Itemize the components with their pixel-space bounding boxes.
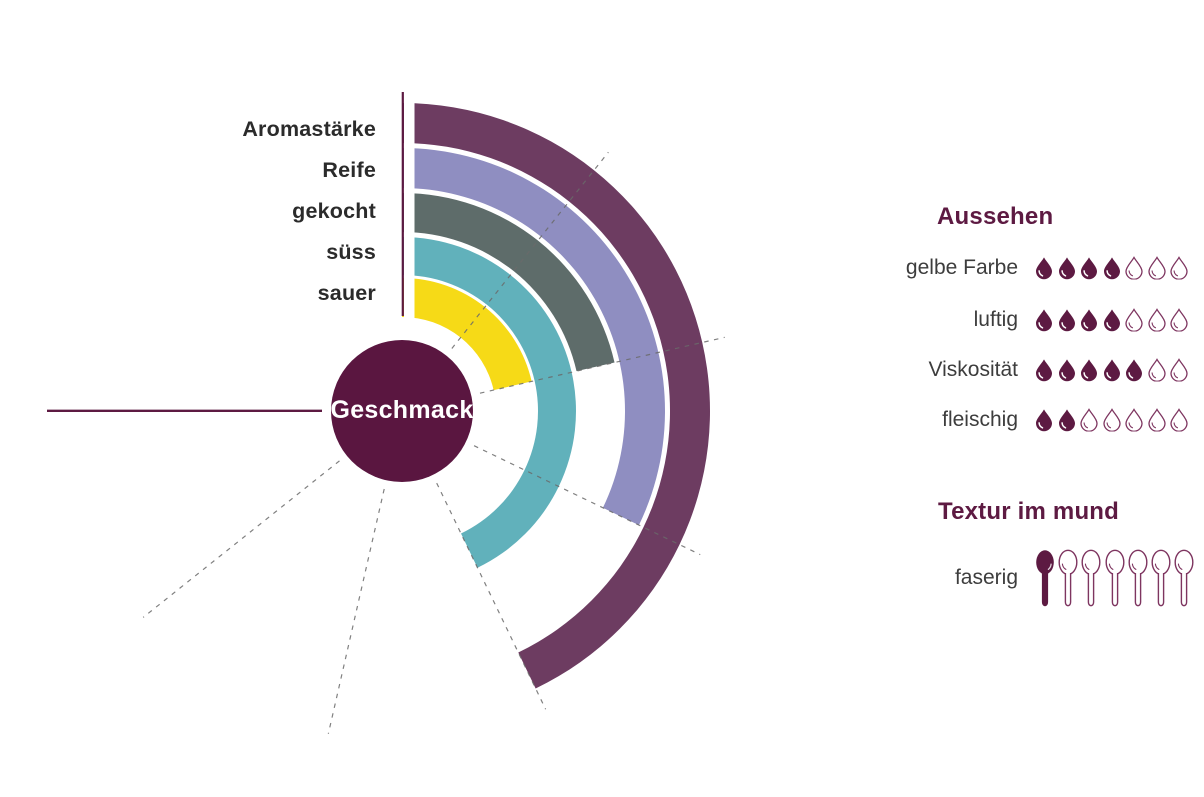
drop-icon-filled <box>1081 309 1097 332</box>
drop-icon-filled <box>1103 309 1120 332</box>
rating-label-faserig: faserig <box>954 566 1018 589</box>
drop-icon-filled <box>1058 257 1075 280</box>
drop-icon-filled <box>1058 409 1075 432</box>
drop-icon-empty <box>1125 308 1143 332</box>
rating-row-viskositat: Viskosität <box>0 355 1204 385</box>
drop-icon-empty <box>1170 408 1188 432</box>
spoon-icon-empty <box>1105 549 1125 607</box>
ring-label-suss: süss <box>326 240 376 264</box>
ring-label-aromastarke: Aromastärke <box>242 117 376 141</box>
drop-icon-empty <box>1080 408 1098 432</box>
rating-label-luftig: luftig <box>973 308 1018 331</box>
ring-label-sauer: sauer <box>317 281 376 305</box>
rating-row-luftig: luftig <box>0 305 1204 335</box>
gridline-unit-2 <box>479 336 725 394</box>
aussehen-heading: Aussehen <box>937 203 1054 230</box>
rating-icons-luftig <box>1035 308 1188 332</box>
ring-arc-suss <box>402 237 576 568</box>
spoon-icon-empty <box>1058 549 1078 607</box>
rating-icons-fleischig <box>1035 408 1188 432</box>
rating-label-fleischig: fleischig <box>942 408 1018 431</box>
ring-arc-aromastarke <box>402 103 711 689</box>
start-gap <box>404 90 415 322</box>
drop-icon-filled <box>1036 359 1052 382</box>
ring-label-gekocht: gekocht <box>292 199 376 223</box>
rating-icons-faserig <box>1035 549 1194 607</box>
rating-row-gelbe-farbe: gelbe Farbe <box>0 253 1204 283</box>
drop-icon-filled <box>1081 359 1097 382</box>
drop-icon-empty <box>1125 256 1143 280</box>
gridline-unit-1 <box>451 151 609 349</box>
texture-heading: Textur im mund <box>938 498 1120 525</box>
rating-row-fleischig: fleischig <box>0 405 1204 435</box>
drop-icon-filled <box>1126 359 1142 382</box>
drop-icon-filled <box>1036 409 1052 432</box>
gridline-unit-5 <box>327 488 385 734</box>
ring-label-reife: Reife <box>322 158 376 182</box>
center-circle <box>331 340 473 482</box>
spoon-icon-empty <box>1151 549 1171 607</box>
drop-icon-filled <box>1036 257 1052 280</box>
rating-label-gelbe-farbe: gelbe Farbe <box>905 256 1018 279</box>
center-label: Geschmack <box>330 396 474 424</box>
ring-arc-sauer <box>402 278 532 391</box>
drop-icon-filled <box>1036 309 1052 332</box>
spoon-icon-empty <box>1174 549 1194 607</box>
drop-icon-filled <box>1103 257 1120 280</box>
drop-icon-empty <box>1102 408 1121 432</box>
ring-arc-gekocht <box>402 193 615 372</box>
drop-icon-filled <box>1058 309 1075 332</box>
drop-icon-empty <box>1147 308 1166 332</box>
drop-icon-empty <box>1147 256 1166 280</box>
drop-icon-filled <box>1081 257 1097 280</box>
rating-icons-viskositat <box>1035 358 1188 382</box>
ring-arc-reife <box>402 148 666 526</box>
rating-label-viskositat: Viskosität <box>928 358 1019 381</box>
gridline-unit-3 <box>473 445 701 556</box>
drop-icon-filled <box>1103 359 1120 382</box>
drop-icon-empty <box>1147 408 1166 432</box>
spoon-icon-empty <box>1081 549 1101 607</box>
drop-icon-empty <box>1170 358 1188 382</box>
spoon-icon-empty <box>1128 549 1148 607</box>
drop-icon-empty <box>1147 358 1166 382</box>
rating-row-faserig: faserig <box>0 549 1204 607</box>
gridline-unit-6 <box>142 460 340 618</box>
drop-icon-empty <box>1170 256 1188 280</box>
drop-icon-empty <box>1125 408 1143 432</box>
drop-icon-filled <box>1058 359 1075 382</box>
gridline-unit-4 <box>436 482 547 710</box>
spoon-icon-filled <box>1036 550 1054 607</box>
drop-icon-empty <box>1170 308 1188 332</box>
rating-icons-gelbe-farbe <box>1035 256 1188 280</box>
